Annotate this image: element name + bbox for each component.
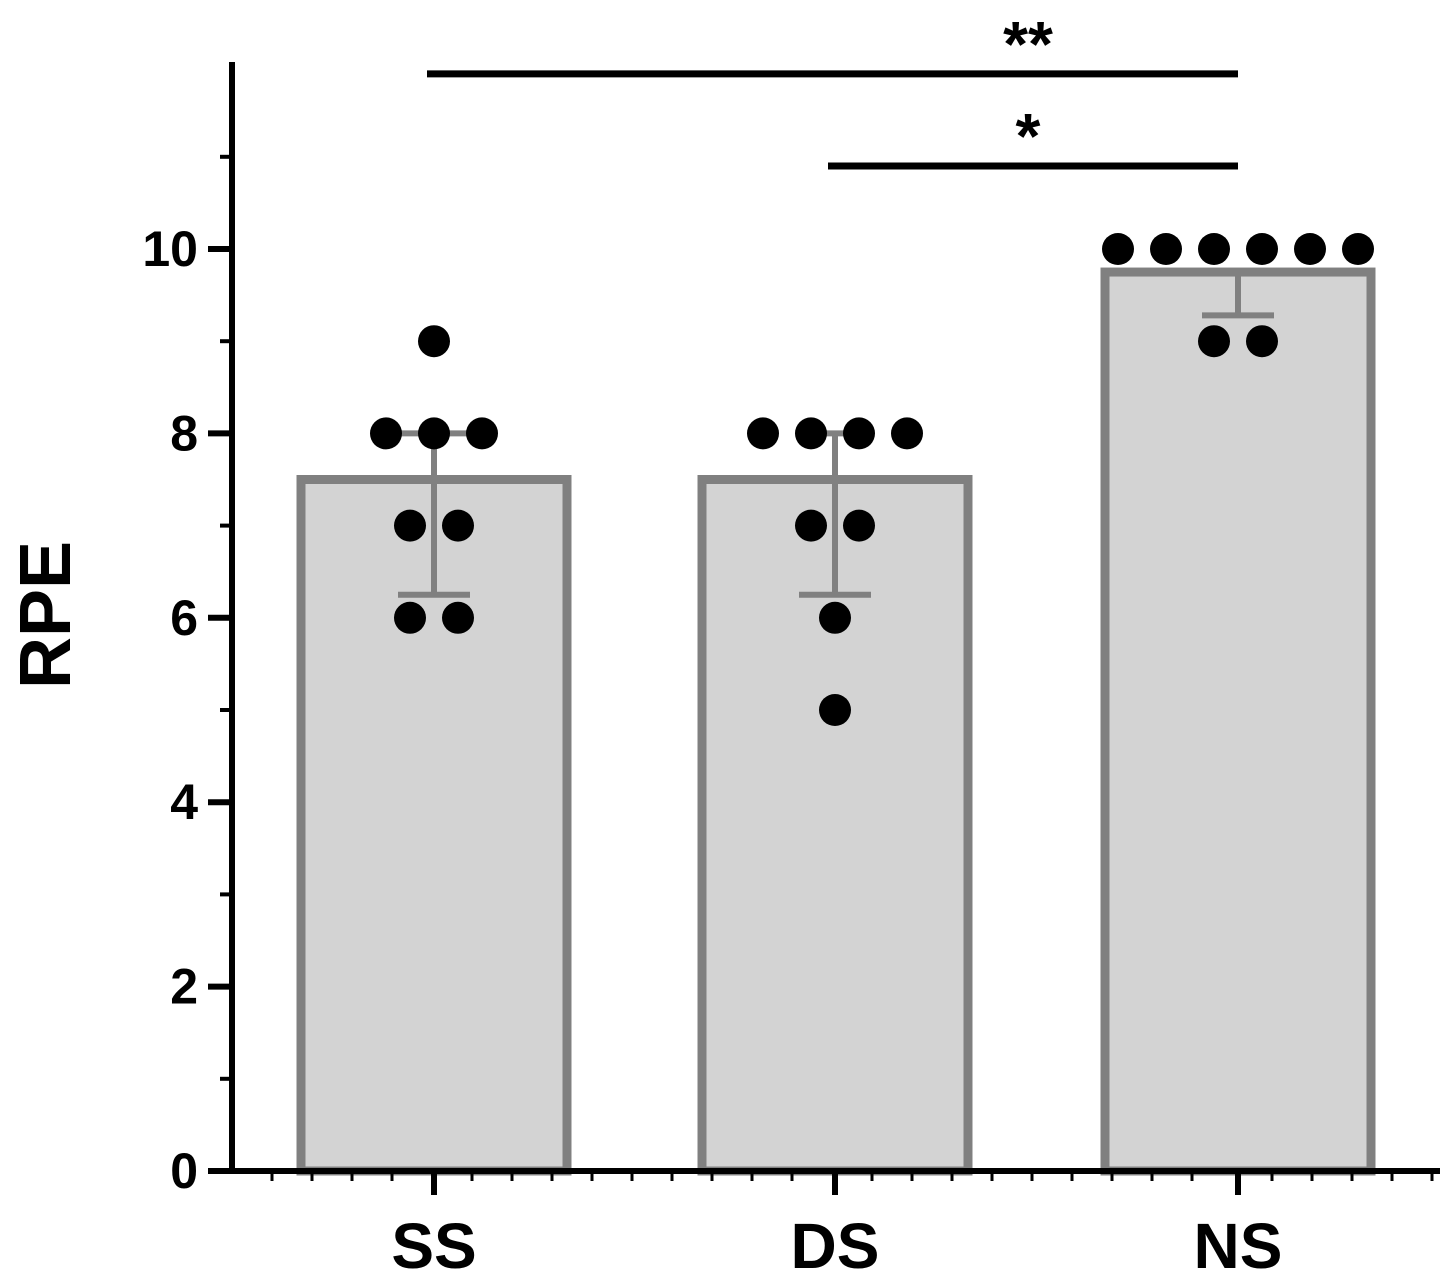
data-point-ns [1342, 233, 1374, 265]
data-point-ss [370, 417, 402, 450]
data-point-ds [747, 417, 779, 450]
data-point-ds [843, 509, 875, 542]
data-point-ss [418, 417, 450, 450]
data-point-ds [843, 417, 875, 450]
y-tick-label: 10 [142, 221, 198, 277]
x-tick-label-ss: SS [391, 1210, 476, 1282]
bar-ns [1100, 267, 1376, 1176]
data-point-ss [394, 601, 426, 634]
data-point-ns [1246, 233, 1278, 265]
data-point-ns [1198, 325, 1230, 358]
data-point-ds [891, 417, 923, 450]
data-point-ss [394, 509, 426, 542]
x-tick-label-ns: NS [1194, 1210, 1283, 1282]
data-point-ss [442, 601, 474, 634]
y-tick-label: 0 [170, 1143, 198, 1199]
y-tick-label: 8 [170, 405, 198, 461]
y-tick-label: 4 [170, 774, 198, 830]
bars [296, 267, 1376, 1176]
data-point-ns [1198, 233, 1230, 265]
data-point-ds [819, 694, 851, 726]
y-tick-label: 6 [170, 590, 198, 646]
data-point-ns [1294, 233, 1326, 265]
data-point-ss [418, 325, 450, 358]
data-point-ds [819, 601, 851, 634]
significance-bracket: ** [427, 8, 1238, 80]
error-bar-ns [1202, 269, 1274, 319]
significance-bracket: * [828, 100, 1238, 172]
data-point-ns [1102, 233, 1134, 265]
significance-label: ** [1003, 8, 1053, 80]
data-point-ds [795, 417, 827, 450]
data-point-ns [1150, 233, 1182, 265]
data-point-ns [1246, 325, 1278, 358]
data-point-ds [795, 509, 827, 542]
x-tick-label-ds: DS [791, 1210, 880, 1282]
axes: 0 2 4 6 8 10 SS DS NS [142, 62, 1440, 1282]
data-point-ss [466, 417, 498, 450]
data-points [370, 233, 1374, 726]
y-tick-label: 2 [170, 959, 198, 1015]
significance-annotations: *** [427, 8, 1238, 172]
significance-label: * [1016, 100, 1041, 172]
data-point-ss [442, 509, 474, 542]
y-axis-label: RPE [6, 541, 86, 689]
